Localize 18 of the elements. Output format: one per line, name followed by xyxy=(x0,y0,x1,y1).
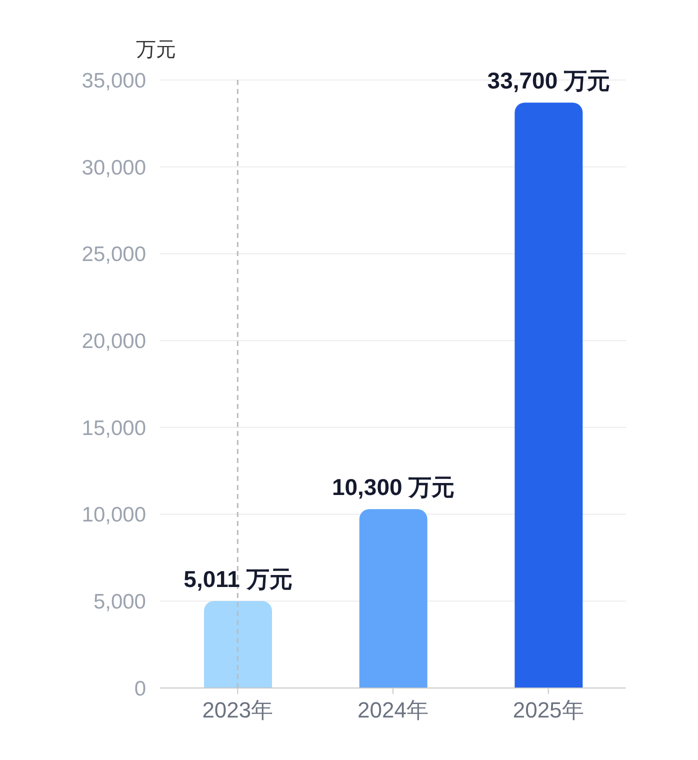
data-label: 10,300 万元 xyxy=(332,474,455,500)
y-tick-label: 25,000 xyxy=(82,243,146,266)
y-tick-label: 5,000 xyxy=(93,590,146,614)
data-label: 5,011 万元 xyxy=(184,566,292,592)
y-axis-title: 万元 xyxy=(136,38,176,63)
data-label: 33,700 万元 xyxy=(487,68,610,94)
y-tick-label: 20,000 xyxy=(82,330,146,354)
y-tick-label: 15,000 xyxy=(82,416,146,440)
y-tick-label: 0 xyxy=(134,677,146,700)
bar xyxy=(359,509,428,688)
y-tick-label: 10,000 xyxy=(82,504,146,527)
y-tick-label: 35,000 xyxy=(82,69,146,92)
x-tick-label: 2024年 xyxy=(358,698,428,723)
x-tick-label: 2025年 xyxy=(512,698,584,723)
y-tick-label: 30,000 xyxy=(82,156,146,180)
bar xyxy=(204,600,272,688)
x-tick-label: 2023年 xyxy=(202,698,274,723)
bar xyxy=(514,102,583,688)
